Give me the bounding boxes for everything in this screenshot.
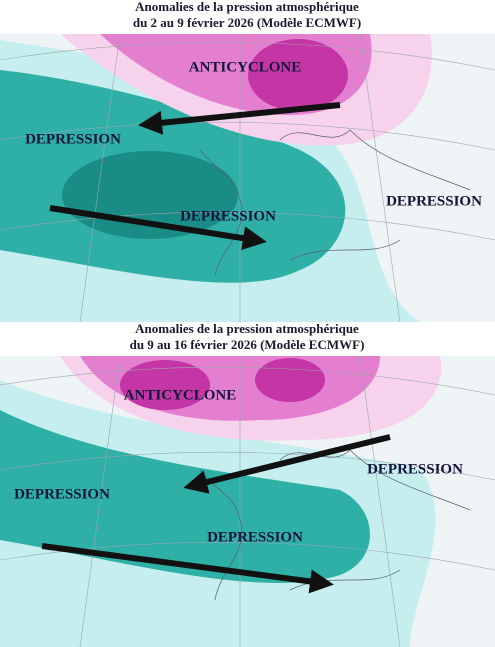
wind-arrow: [138, 102, 341, 135]
wind-arrow: [41, 543, 334, 594]
pressure-label: ANTICYCLONE: [124, 387, 237, 403]
coastline: [199, 129, 471, 276]
pressure-label: DEPRESSION: [386, 193, 482, 209]
graticule: [0, 356, 495, 647]
pressure-label: ANTICYCLONE: [189, 59, 302, 75]
panel-title: Anomalies de la pression atmosphérique: [135, 321, 359, 336]
panel-title: du 9 au 16 février 2026 (Modèle ECMWF): [130, 337, 365, 352]
anomaly-core-high: [255, 358, 325, 402]
anomaly-core-high: [120, 360, 210, 410]
panel-title: du 2 au 9 février 2026 (Modèle ECMWF): [133, 15, 361, 30]
pressure-label: DEPRESSION: [207, 529, 303, 545]
anomaly-low: [0, 410, 370, 583]
title-band: [0, 322, 495, 356]
map-panel: [0, 34, 495, 322]
panel-title: Anomalies de la pression atmosphérique: [135, 0, 359, 14]
pressure-label: DEPRESSION: [180, 208, 276, 224]
coastline: [199, 449, 471, 601]
pressure-label: DEPRESSION: [367, 461, 463, 477]
map-panel: [0, 356, 495, 647]
anomaly-core-high: [248, 39, 348, 111]
pressure-label: DEPRESSION: [25, 131, 121, 147]
pressure-label: DEPRESSION: [14, 486, 110, 502]
graticule: [0, 34, 495, 322]
title-band: [0, 0, 495, 34]
wind-arrow: [183, 434, 391, 494]
wind-arrow: [49, 205, 267, 251]
